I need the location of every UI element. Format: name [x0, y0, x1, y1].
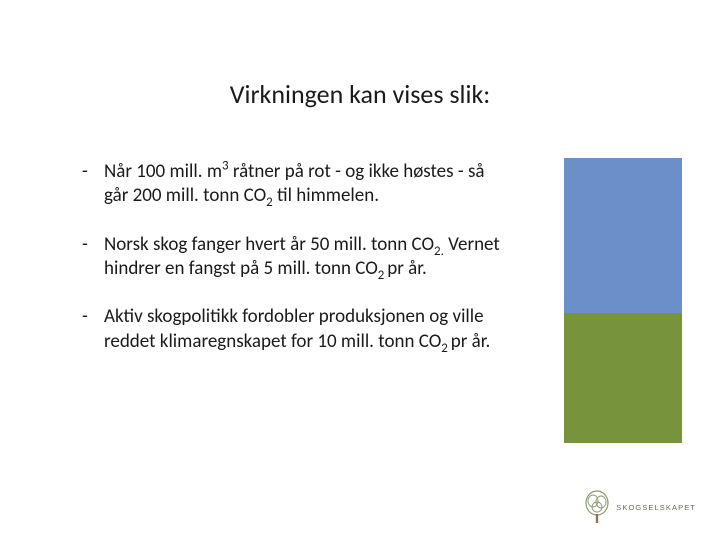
text-fragment: Når 100 mill. m	[104, 160, 222, 183]
bullet-item: - Norsk skog fanger hvert år 50 mill. to…	[82, 233, 502, 282]
bullet-item: - Når 100 mill. m3 råtner på rot - og ik…	[82, 160, 502, 209]
logo: SKOGSELSKAPET	[582, 490, 696, 524]
text-fragment: Aktiv skogpolitikk fordobler produksjone…	[104, 305, 484, 352]
logo-text: SKOGSELSKAPET	[616, 503, 696, 512]
text-fragment: pr år.	[387, 257, 427, 280]
bullet-text: Når 100 mill. m3 råtner på rot - og ikke…	[104, 160, 502, 209]
bullet-text: Norsk skog fanger hvert år 50 mill. tonn…	[104, 233, 502, 282]
slide: Virkningen kan vises slik: - Når 100 mil…	[0, 0, 720, 540]
subscript: 2	[378, 268, 387, 283]
bullet-item: - Aktiv skogpolitikk fordobler produksjo…	[82, 305, 502, 354]
slide-title: Virkningen kan vises slik:	[0, 78, 720, 110]
sidebar-block-ground	[564, 313, 682, 443]
bullet-dash: -	[82, 305, 104, 354]
bullet-dash: -	[82, 160, 104, 209]
subscript: 2	[441, 340, 450, 355]
text-fragment: til himmelen.	[273, 184, 379, 207]
tree-icon	[582, 490, 612, 524]
text-fragment: Norsk skog fanger hvert år 50 mill. tonn…	[104, 233, 434, 256]
bullet-text: Aktiv skogpolitikk fordobler produksjone…	[104, 305, 502, 354]
bullet-dash: -	[82, 233, 104, 282]
subscript: 2.	[434, 243, 444, 258]
bullet-list: - Når 100 mill. m3 råtner på rot - og ik…	[82, 160, 502, 378]
text-fragment: pr år.	[451, 330, 491, 353]
sidebar-block-sky	[564, 158, 682, 313]
